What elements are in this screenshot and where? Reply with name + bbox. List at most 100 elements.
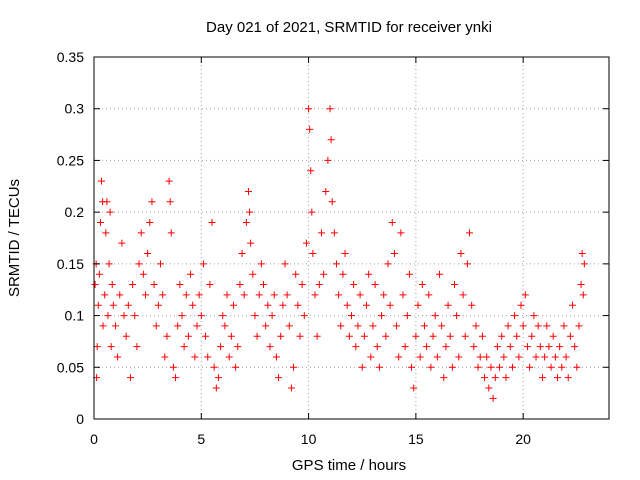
data-point xyxy=(341,250,349,258)
data-point xyxy=(126,374,134,382)
data-point xyxy=(455,353,463,361)
data-point xyxy=(308,208,316,216)
data-point xyxy=(536,343,544,351)
data-point xyxy=(129,281,137,289)
x-tick-label: 15 xyxy=(408,431,424,447)
data-point xyxy=(165,177,173,185)
data-points xyxy=(91,105,588,402)
data-point xyxy=(294,301,302,309)
y-tick-label: 0.35 xyxy=(57,49,84,65)
data-point xyxy=(515,353,523,361)
data-point xyxy=(554,374,561,382)
data-point xyxy=(238,250,246,258)
data-point xyxy=(566,332,574,340)
data-point xyxy=(345,332,353,340)
data-point xyxy=(491,374,499,382)
data-point xyxy=(240,291,248,299)
data-point xyxy=(287,384,295,392)
data-point xyxy=(302,239,310,247)
data-point xyxy=(446,332,454,340)
data-point xyxy=(493,343,501,351)
data-point xyxy=(502,374,510,382)
data-point xyxy=(543,322,551,330)
data-point xyxy=(122,332,130,340)
data-point xyxy=(105,260,113,268)
data-point xyxy=(139,270,147,278)
data-point xyxy=(285,322,293,330)
data-point xyxy=(99,322,107,330)
data-point xyxy=(444,301,452,309)
data-point xyxy=(483,353,491,361)
data-point xyxy=(180,343,188,351)
data-point xyxy=(101,291,109,299)
data-point xyxy=(272,353,280,361)
data-point xyxy=(313,332,321,340)
data-point xyxy=(270,291,278,299)
data-point xyxy=(320,270,328,278)
data-point xyxy=(144,250,152,258)
y-tick-label: 0.25 xyxy=(57,152,84,168)
data-point xyxy=(500,353,508,361)
axis-ticks xyxy=(93,56,609,420)
data-point xyxy=(114,353,122,361)
data-point xyxy=(332,260,340,268)
y-tick-label: 0 xyxy=(76,411,84,427)
data-point xyxy=(305,105,313,113)
grid xyxy=(94,57,609,419)
data-point xyxy=(221,322,229,330)
data-point xyxy=(166,198,174,206)
data-point xyxy=(330,229,338,237)
data-point xyxy=(150,281,158,289)
x-tick-label: 10 xyxy=(301,431,317,447)
data-point xyxy=(193,322,201,330)
data-point xyxy=(223,291,231,299)
data-point xyxy=(521,291,529,299)
data-point xyxy=(468,301,476,309)
x-tick-label: 5 xyxy=(197,431,205,447)
data-point xyxy=(532,353,540,361)
data-point xyxy=(91,281,99,289)
data-point xyxy=(442,343,450,351)
y-tick-labels: 0 0.05 0.1 0.15 0.2 0.25 0.3 0.35 xyxy=(57,49,84,427)
data-point xyxy=(102,229,110,237)
data-point xyxy=(184,332,192,340)
data-point xyxy=(538,374,546,382)
data-point xyxy=(266,343,274,351)
data-point xyxy=(425,291,433,299)
data-point xyxy=(562,353,570,361)
data-point xyxy=(219,312,227,320)
data-point xyxy=(399,291,407,299)
data-point xyxy=(93,343,101,351)
data-point xyxy=(163,332,171,340)
data-point xyxy=(324,156,332,164)
data-point xyxy=(277,332,285,340)
data-point xyxy=(519,322,527,330)
data-point xyxy=(476,353,484,361)
data-point xyxy=(410,384,418,392)
y-tick-label: 0.1 xyxy=(65,308,85,324)
data-point xyxy=(206,281,214,289)
data-point xyxy=(414,301,422,309)
data-point xyxy=(431,312,439,320)
data-point xyxy=(283,291,291,299)
plot-frame xyxy=(93,56,610,420)
data-point xyxy=(371,281,379,289)
data-point xyxy=(174,322,182,330)
data-point xyxy=(104,312,112,320)
data-point xyxy=(575,322,583,330)
data-point xyxy=(403,312,411,320)
data-point xyxy=(508,363,516,371)
data-point xyxy=(275,374,283,382)
data-point xyxy=(578,250,586,258)
data-point xyxy=(197,312,205,320)
data-point xyxy=(236,281,244,289)
data-point xyxy=(199,260,207,268)
data-point xyxy=(298,281,306,289)
data-point xyxy=(429,332,437,340)
data-point xyxy=(262,322,270,330)
data-point xyxy=(556,343,564,351)
data-point xyxy=(152,322,160,330)
data-point xyxy=(187,270,195,278)
data-point xyxy=(412,332,420,340)
